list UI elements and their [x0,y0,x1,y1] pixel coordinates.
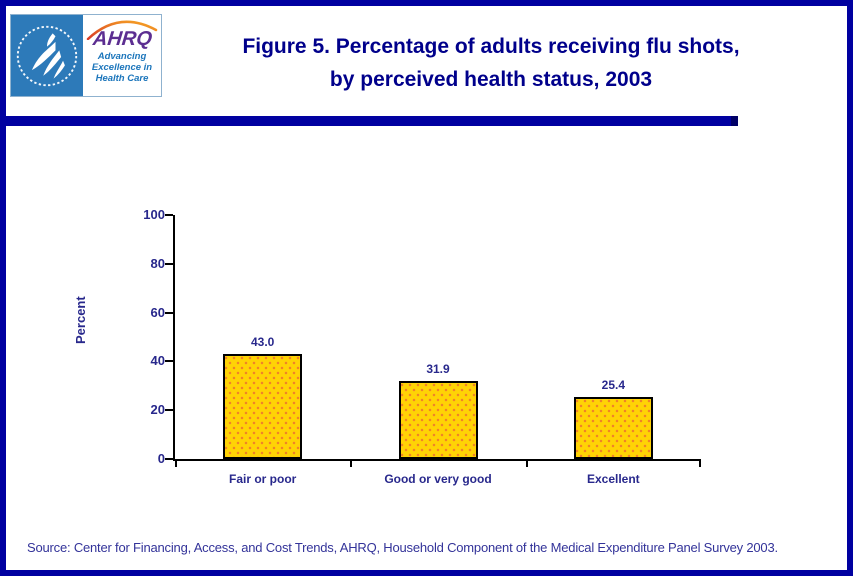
y-tick [165,360,173,363]
x-tick [350,459,352,467]
ahrq-arc-icon [86,20,158,40]
x-tick [175,459,177,467]
source-note: Source: Center for Financing, Access, an… [27,540,778,555]
figure-title: Figure 5. Percentage of adults receiving… [166,30,816,96]
y-tick-label: 60 [150,304,165,320]
ahrq-wordmark: AHRQ [91,28,153,50]
figure-title-line2: by perceived health status, 2003 [329,68,653,91]
bar [573,397,653,459]
y-tick-label: 100 [143,207,165,222]
bar-value-label: 25.4 [601,378,625,393]
x-tick [526,459,528,467]
tagline-line: Advancing [97,51,147,62]
plot-area: Percent 0 20 40 60 80 100 43.0 Fair or poor 31.9… [73,207,701,486]
bar [398,381,478,459]
category-label: Good or very good [384,472,492,486]
header-divider [6,116,731,126]
y-tick [165,262,173,265]
hhs-eagle-icon [16,25,78,86]
y-tick [165,214,173,216]
y-tick-label: 20 [150,402,165,418]
y-tick-label: 40 [150,353,165,369]
y-tick [165,458,173,460]
category-label: Excellent [586,472,640,486]
bar-value-label: 43.0 [250,335,275,350]
y-axis-title: Percent [73,296,88,344]
tagline-line: Excellence in [91,62,153,73]
y-tick-label: 80 [150,255,165,271]
ahrq-logo: AHRQ Advancing Excellence in Health Care [83,15,161,96]
y-tick [165,409,173,412]
x-tick [699,459,701,467]
header-divider-end [731,116,738,126]
y-tick [165,311,173,314]
hhs-seal [11,15,83,96]
bar-value-label: 31.9 [426,362,450,377]
ahrq-hhs-logo: AHRQ Advancing Excellence in Health Care [10,14,162,97]
ahrq-tagline: Advancing Excellence in Health Care [92,51,152,84]
figure-title-line1: Figure 5. Percentage of adults receiving… [242,35,740,58]
bar [223,354,303,459]
category-label: Fair or poor [228,472,297,486]
y-tick-label: 0 [157,451,165,466]
tagline-line: Health Care [95,73,149,84]
